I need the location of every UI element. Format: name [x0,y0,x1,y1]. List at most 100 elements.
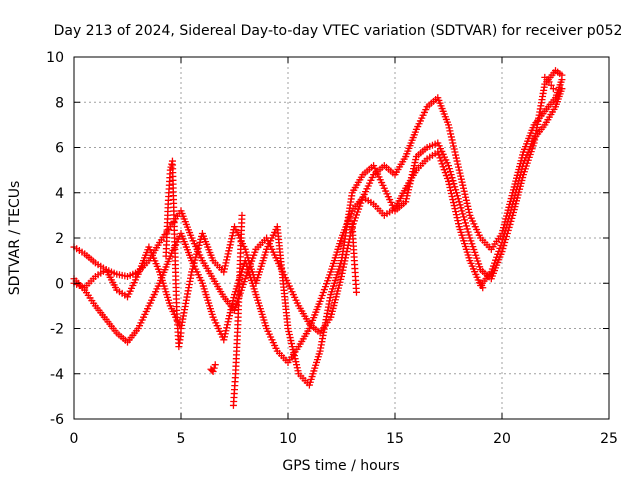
data-point [452,154,460,162]
data-point [338,272,345,280]
data-point [447,190,455,198]
data-point [402,198,410,206]
data-point [506,220,514,228]
data-point [505,223,513,231]
data-point [286,334,294,342]
data-point [454,220,462,228]
data-point [339,266,347,274]
data-point [502,232,510,240]
data-point [456,201,464,209]
y-tick-label: -6 [50,412,64,428]
data-point [503,229,511,237]
data-point [461,219,469,227]
data-point [465,231,473,239]
data-point [445,121,452,129]
data-point [453,157,461,165]
data-point [465,208,473,216]
data-point [455,198,463,206]
data-point [446,183,454,191]
data-point [223,256,231,264]
data-point [226,244,234,252]
data-point [221,330,229,338]
data-point [446,127,454,135]
data-point [448,174,456,182]
x-tick-label: 0 [70,431,79,447]
data-point [293,364,301,372]
data-point [445,162,452,170]
x-axis-label: GPS time / hours [282,458,399,474]
data-point [407,174,415,182]
data-point [410,165,418,173]
data-point [457,204,465,212]
data-point [460,187,468,195]
data-point [228,303,236,311]
data-point [461,216,469,224]
data-point [224,318,232,326]
y-tick-label: 0 [55,276,64,292]
data-point [455,166,463,174]
data-point [338,269,346,277]
x-tick-label: 15 [386,431,404,447]
data-point [450,202,458,210]
data-point [454,160,462,168]
data-point [222,259,230,267]
data-point [453,192,461,200]
data-marks [70,67,566,409]
data-point [412,156,420,164]
data-point [223,321,231,329]
data-point [449,199,457,207]
data-point [452,208,460,216]
data-point [454,195,462,203]
data-point [464,228,472,236]
data-point [453,189,461,197]
y-tick-label: -4 [50,367,64,383]
data-point [290,349,298,357]
data-point [288,340,296,348]
data-point [507,217,515,225]
data-point [499,245,507,253]
data-point [459,181,467,189]
data-point [504,226,512,234]
data-point [284,325,292,332]
data-point [220,336,228,344]
data-point [462,196,470,204]
x-tick-label: 10 [279,431,297,447]
data-point [285,331,293,339]
data-point [226,312,234,320]
data-point [230,294,238,302]
data-point [288,343,296,351]
data-point [445,180,453,188]
data-point [291,355,299,363]
data-point [447,130,455,138]
data-point [405,186,413,194]
data-point [462,222,470,230]
data-point [454,217,462,225]
y-tick-label: 8 [55,95,64,111]
y-tick-label: 4 [55,186,64,202]
data-point [448,136,456,144]
data-point [449,142,457,150]
data-point [168,160,176,168]
data-point [447,133,455,141]
data-point [445,165,453,173]
data-point [479,284,487,292]
data-point [452,186,460,194]
y-tick-label: 6 [55,141,64,157]
data-point [445,177,452,185]
data-point [458,207,466,215]
data-point [458,178,466,186]
data-point [454,163,462,171]
data-point [221,265,229,273]
data-point [464,205,472,213]
data-point [228,232,236,240]
data-point [462,193,470,201]
data-point [549,85,557,93]
data-point [464,202,472,210]
data-point [224,250,232,258]
data-point [410,162,418,170]
data-point [209,367,217,375]
data-point [500,242,508,250]
data-point [457,172,465,180]
chart-title: Day 213 of 2024, Sidereal Day-to-day VTE… [54,23,623,39]
